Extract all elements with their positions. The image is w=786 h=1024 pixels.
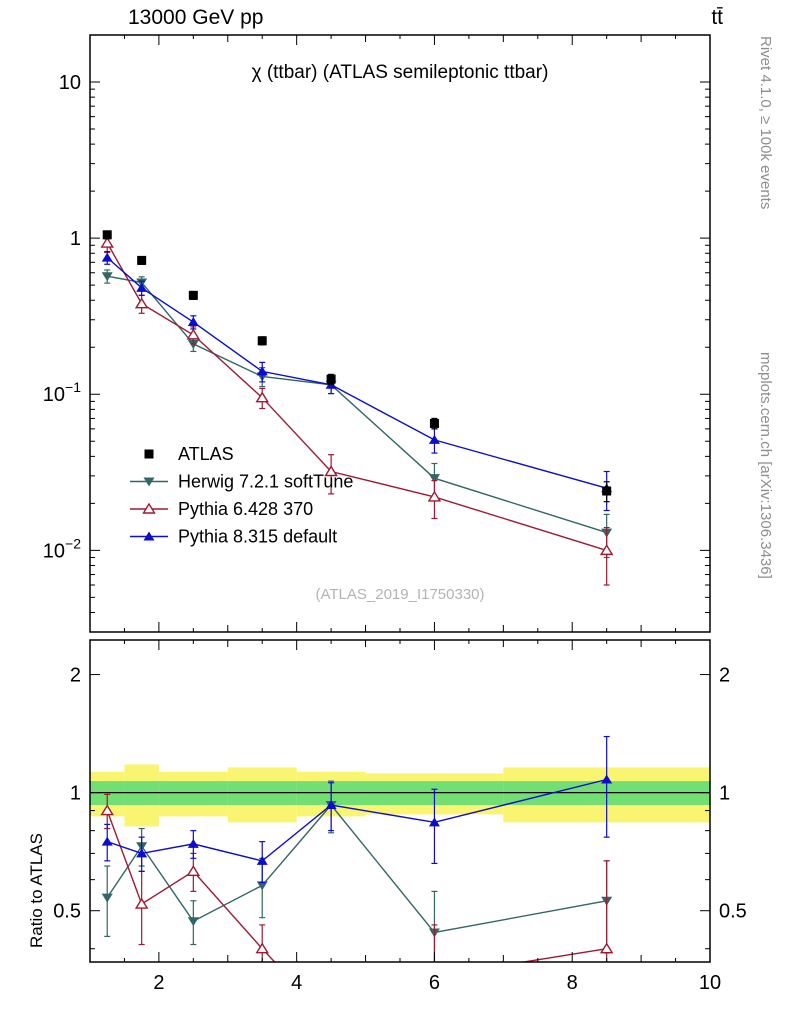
legend-label: Pythia 8.315 default [178,527,337,547]
marker-triangle-down [101,272,113,282]
x-tick-label: 2 [153,972,164,994]
marker-triangle-open [134,897,149,909]
legend-item-pythia8: Pythia 8.315 default [130,527,337,547]
tick-base: 10 [59,72,81,94]
ratio-series-pythia6 [100,793,614,1024]
beam-energy-label: 13000 GeV pp [128,6,264,29]
marker-triangle-up [428,434,440,444]
marker-square-filled [188,290,198,300]
marker-triangle-up [136,848,148,858]
marker-triangle-open [186,328,201,340]
marker-triangle-open [255,391,269,403]
legend-label: Pythia 6.428 370 [178,499,313,519]
marker-triangle-down [101,893,113,903]
series-line [106,803,607,934]
tick-base: 10 [43,540,65,562]
marker-triangle-down [428,474,440,484]
marker-triangle-up [136,282,148,292]
marker-triangle-up [101,836,113,846]
marker-triangle-up [428,817,440,827]
ratio-series-pythia8 [101,735,613,884]
marker-triangle-open [134,297,149,309]
marker-triangle-open [599,544,614,556]
rivet-version-label: Rivet 4.1.0, ≥ 100k events [757,36,774,210]
marker-triangle-down [256,881,268,891]
main-y-tick-label: 1 [70,228,81,250]
marker-triangle-up [256,855,268,865]
analysis-id-watermark: (ATLAS_2019_I1750330) [315,586,485,603]
legend-label: ATLAS [178,444,234,464]
marker-square-filled [602,486,612,496]
ratio-y-tick-label-right: 2 [719,665,730,687]
marker-triangle-up [101,252,113,262]
x-tick-label: 8 [567,972,578,994]
ratio-axis-title: Ratio to ATLAS [27,833,46,948]
legend-item-atlas: ATLAS [144,444,234,464]
marker-triangle-open [326,1017,337,1024]
marker-triangle-up [187,317,199,327]
marker-triangle-down [187,917,199,927]
marker-triangle-up [143,531,155,541]
marker-triangle-down [143,477,155,487]
marker-triangle-up [187,838,199,848]
ratio-y-tick-label-left: 1 [70,783,81,805]
tick-base: 1 [70,228,81,250]
marker-square-filled [257,336,267,346]
ratio-y-tick-label-left: 2 [70,665,81,687]
main-y-ticks [90,34,710,633]
x-tick-label: 10 [699,972,721,994]
plot-title: χ (ttbar) (ATLAS semileptonic ttbar) [251,62,549,83]
marker-triangle-up [256,366,268,376]
marker-triangle-up [325,800,337,810]
main-y-tick-label: 10−1 [43,379,81,406]
tick-base: 10 [43,384,65,406]
mcplots-credit-label: mcplots.cern.ch [arXiv:1306.3436] [757,352,774,579]
ratio-y-tick-label-right: 0.5 [719,901,747,923]
tick-exponent: −1 [65,379,81,395]
main-y-tick-label: 10−2 [43,535,81,562]
ratio-y-ticks [90,674,710,950]
series-line [106,810,607,962]
marker-triangle-open [427,490,442,502]
main-series-pythia8 [101,250,613,512]
legend-item-herwig: Herwig 7.2.1 softTune [130,472,353,492]
marker-triangle-open [142,502,156,514]
marker-triangle-open [186,864,201,877]
marker-square-filled [326,374,336,384]
legend-label: Herwig 7.2.1 softTune [178,472,353,492]
main-series-pythia6 [100,234,614,586]
ratio-y-tick-label-right: 1 [719,783,730,805]
main-y-tick-label: 10 [59,72,81,94]
x-tick-label: 4 [291,972,302,994]
ratio-y-tick-label-left: 0.5 [53,901,81,923]
marker-square-filled [137,255,147,265]
x-ticks [89,640,711,962]
marker-square-filled [144,449,154,459]
marker-triangle-up [601,774,613,784]
marker-triangle-open [599,942,614,954]
marker-triangle-open [100,236,114,248]
legend-item-pythia6: Pythia 6.428 370 [130,499,313,519]
x-ticks [89,35,711,632]
marker-triangle-open [324,465,338,477]
x-tick-label: 6 [429,972,440,994]
marker-triangle-open [100,804,114,816]
marker-triangle-open [255,942,269,954]
marker-square-filled [102,230,112,240]
main-series-atlas [102,230,612,503]
tick-exponent: −2 [65,535,81,551]
marker-square-filled [429,418,439,428]
process-label: tt̄ [711,6,723,29]
